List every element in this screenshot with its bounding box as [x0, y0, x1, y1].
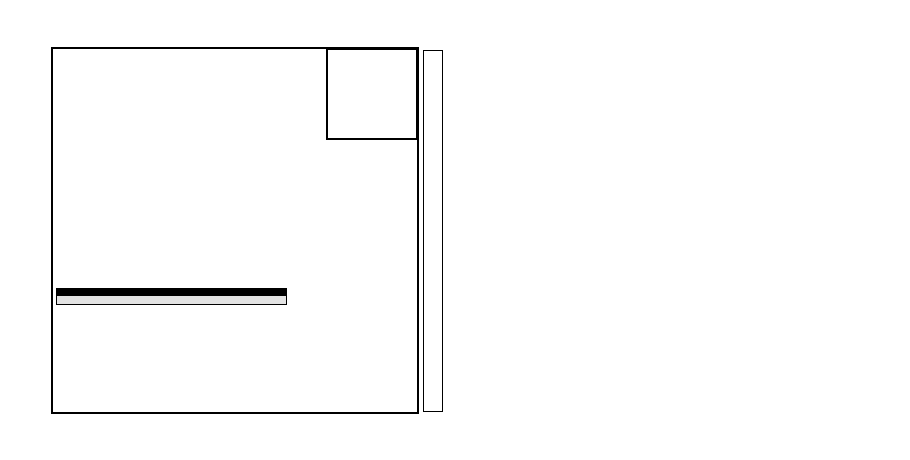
jma-colorbar — [423, 50, 443, 412]
legend-rows — [57, 296, 286, 304]
inset-canvas — [328, 50, 412, 134]
intensity-legend — [56, 288, 287, 305]
epicenter-inset-map — [326, 48, 418, 140]
legend-title — [57, 289, 286, 296]
